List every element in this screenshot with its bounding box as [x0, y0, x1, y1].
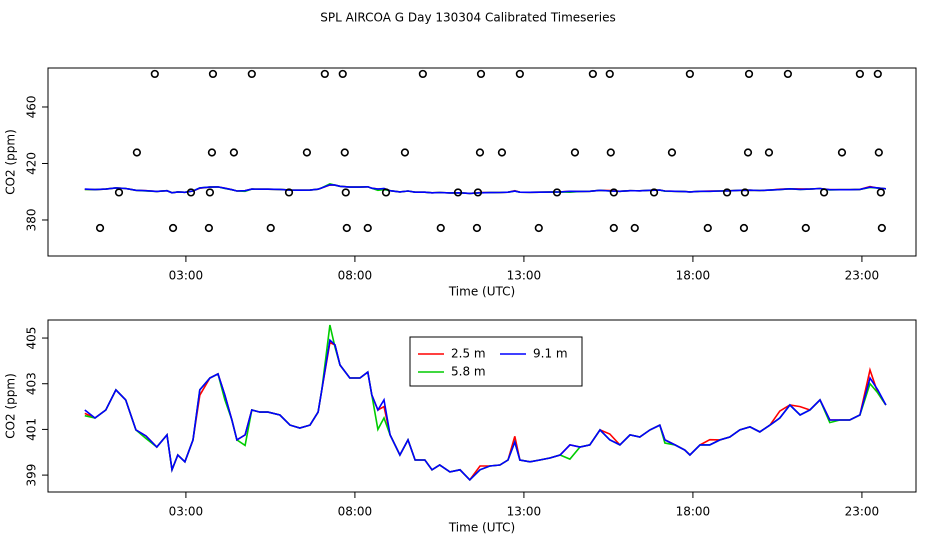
- sample-point: [453, 188, 463, 197]
- sample-point: [649, 188, 659, 197]
- sample-point: [570, 148, 580, 157]
- sample-point: [515, 69, 524, 79]
- legend-label: 2.5 m: [451, 347, 486, 361]
- x-tick-label: 13:00: [507, 505, 542, 519]
- sample-point: [630, 223, 639, 233]
- legend: 2.5 m 5.8 m 9.1 m: [409, 336, 583, 387]
- y-axis-label: CO2 (ppm): [4, 373, 18, 439]
- y-tick-label: 380: [25, 209, 39, 232]
- legend-label: 9.1 m: [533, 347, 568, 361]
- sample-point: [743, 148, 753, 157]
- x-tick-label: 13:00: [507, 269, 542, 283]
- sample-point: [874, 148, 883, 157]
- series-line: [84, 338, 887, 482]
- x-tick-label: 23:00: [845, 505, 880, 519]
- legend-box: [409, 336, 583, 387]
- x-axis-label: Time (UTC): [448, 285, 515, 299]
- sample-point: [534, 223, 543, 233]
- sample-point: [873, 69, 882, 79]
- sample-point: [606, 148, 615, 157]
- sample-point: [342, 223, 351, 233]
- sample-point: [150, 69, 159, 79]
- sample-point: [740, 188, 750, 197]
- sample-point: [114, 188, 124, 197]
- sample-point: [204, 223, 213, 233]
- sample-point: [783, 69, 792, 79]
- sample-point: [722, 188, 732, 197]
- sample-point: [247, 69, 256, 79]
- sample-point: [418, 69, 427, 79]
- sample-point: [341, 188, 350, 197]
- sample-point: [609, 223, 618, 233]
- sample-point: [667, 148, 677, 157]
- legend-label: 5.8 m: [451, 365, 486, 379]
- sample-point: [476, 69, 486, 79]
- sample-point: [284, 188, 294, 197]
- sample-point: [205, 188, 215, 197]
- sample-point: [605, 69, 614, 79]
- x-axis-label: Time (UTC): [448, 521, 515, 535]
- sample-point: [855, 69, 864, 79]
- sample-point: [819, 188, 829, 197]
- x-tick-label: 03:00: [169, 505, 204, 519]
- plot-frame: [47, 319, 917, 493]
- sample-point: [609, 188, 618, 197]
- sample-point: [744, 69, 754, 79]
- sample-point: [340, 148, 349, 157]
- x-tick-label: 03:00: [169, 269, 204, 283]
- y-tick-label: 460: [25, 96, 39, 119]
- sample-point: [472, 223, 482, 233]
- sample-point: [876, 188, 885, 197]
- sample-point: [475, 148, 485, 157]
- y-tick-label: 401: [25, 418, 39, 441]
- y-tick-label: 420: [25, 152, 39, 175]
- sample-point: [95, 223, 105, 233]
- y-axis-label: CO2 (ppm): [4, 129, 18, 195]
- sample-point: [302, 148, 312, 157]
- sample-point: [400, 148, 410, 157]
- y-tick-label: 405: [25, 327, 39, 350]
- sample-point: [320, 69, 329, 79]
- sample-point: [168, 223, 178, 233]
- sample-point: [703, 223, 712, 233]
- plot-frame: [47, 67, 917, 257]
- x-tick-label: 23:00: [845, 269, 880, 283]
- sample-point: [801, 223, 810, 233]
- sample-point: [363, 223, 372, 233]
- sample-point: [685, 69, 694, 79]
- sample-point: [381, 188, 391, 197]
- y-tick-label: 399: [25, 464, 39, 487]
- sample-point: [208, 69, 218, 79]
- sample-point: [473, 188, 483, 197]
- x-tick-label: 18:00: [676, 269, 711, 283]
- sample-point: [837, 148, 847, 157]
- sample-point: [229, 148, 239, 157]
- sample-point: [877, 223, 886, 233]
- sample-point: [764, 148, 774, 157]
- sample-point: [186, 188, 196, 197]
- sample-point: [338, 69, 347, 79]
- x-tick-label: 18:00: [676, 505, 711, 519]
- series-line: [84, 183, 886, 195]
- sample-point: [588, 69, 597, 79]
- sample-point: [552, 188, 562, 197]
- sample-point: [266, 223, 275, 233]
- y-tick-label: 403: [25, 372, 39, 395]
- sample-point: [207, 148, 217, 157]
- sample-point: [739, 223, 749, 233]
- x-tick-label: 08:00: [338, 505, 373, 519]
- x-tick-label: 08:00: [338, 269, 373, 283]
- sample-point: [436, 223, 445, 233]
- sample-point: [132, 148, 141, 157]
- sample-point: [497, 148, 507, 157]
- chart-title: SPL AIRCOA G Day 130304 Calibrated Times…: [320, 11, 615, 25]
